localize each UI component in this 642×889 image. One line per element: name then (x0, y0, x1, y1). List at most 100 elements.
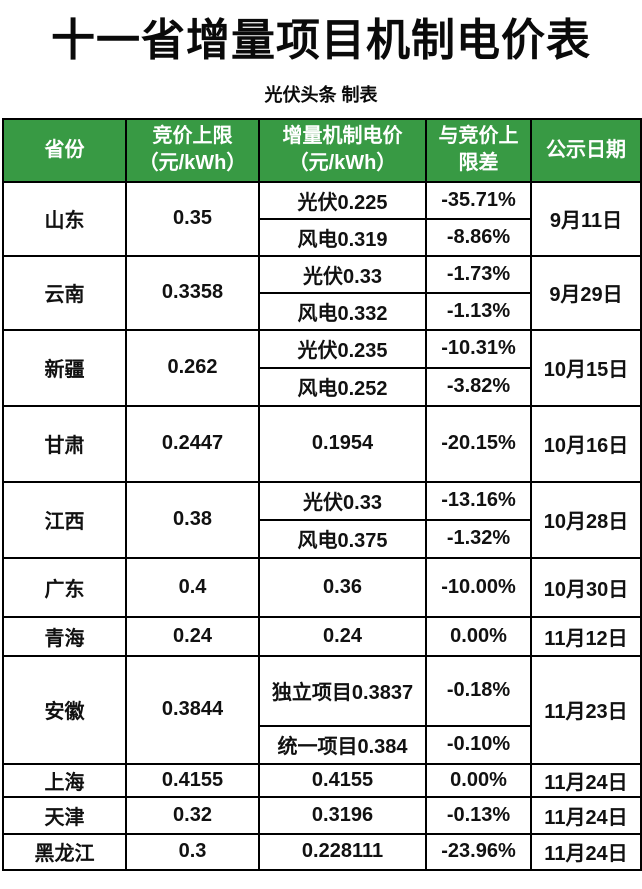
table-row: 云南 0.3358 光伏0.33 -1.73% 9月29日 (2, 254, 642, 331)
cell-publish-date: 10月28日 (530, 480, 642, 559)
cell-bid-cap: 0.4 (125, 556, 260, 618)
cell-bid-cap: 0.24 (125, 615, 260, 657)
cell-cap-diff: -8.86% (425, 217, 532, 257)
cell-mechanism-price: 风电0.252 (258, 366, 427, 407)
subtitle-credit: 光伏头条 制表 (264, 84, 378, 105)
table-row: 山东 0.35 光伏0.225 -35.71% 9月11日 (2, 180, 642, 257)
table-row: 青海 0.24 0.24 0.00% 11月12日 (2, 615, 642, 657)
header-line: 与竞价上 (438, 125, 519, 148)
cell-mechanism-price: 风电0.332 (258, 291, 427, 331)
header-row: 省份 竞价上限 （元/kWh） 增量机制电价 （元/kWh） 与竞价上 限差 公… (2, 117, 642, 183)
table-row: 风电0.319 -8.86% (3, 217, 641, 257)
table-row: 广东 0.4 0.36 -10.00% 10月30日 (2, 556, 642, 618)
cell-mechanism-price: 独立项目0.3837 (258, 654, 427, 727)
column-header-cap-diff: 与竞价上 限差 (425, 117, 532, 183)
cell-cap-diff: 0.00% (425, 615, 532, 657)
table-body: 山东 0.35 光伏0.225 -35.71% 9月11日 风电0.319 -8… (2, 180, 642, 871)
table-row: 甘肃 0.2447 0.1954 -20.15% 10月16日 (2, 404, 642, 483)
cell-mechanism-price: 风电0.375 (258, 518, 427, 559)
cell-cap-diff: -3.82% (425, 366, 532, 407)
cell-mechanism-price: 0.36 (258, 556, 427, 618)
cell-bid-cap: 0.3358 (125, 254, 260, 331)
table-row: 统一项目0.384 -0.10% (3, 724, 641, 765)
table-row: 黑龙江 0.3 0.228111 -23.96% 11月24日 (2, 832, 642, 871)
cell-mechanism-price: 统一项目0.384 (258, 724, 427, 765)
cell-mechanism-price: 0.24 (258, 615, 427, 657)
table-row: 风电0.252 -3.82% (3, 366, 641, 407)
cell-cap-diff: -20.15% (425, 404, 532, 483)
table-row: 风电0.375 -1.32% (3, 518, 641, 559)
cell-mechanism-price: 0.1954 (258, 404, 427, 483)
cell-province: 江西 (2, 480, 127, 559)
cell-cap-diff: -1.13% (425, 291, 532, 331)
cell-province: 甘肃 (2, 404, 127, 483)
cell-bid-cap: 0.38 (125, 480, 260, 559)
cell-bid-cap: 0.2447 (125, 404, 260, 483)
cell-bid-cap: 0.4155 (125, 762, 260, 798)
cell-province: 云南 (2, 254, 127, 331)
header-line: （元/kWh） (288, 152, 397, 175)
cell-cap-diff: -35.71% (425, 180, 532, 220)
cell-province: 安徽 (2, 654, 127, 765)
cell-mechanism-price: 0.3196 (258, 795, 427, 835)
cell-cap-diff: 0.00% (425, 762, 532, 798)
table-row: 新疆 0.262 光伏0.235 -10.31% 10月15日 (2, 328, 642, 407)
cell-publish-date: 11月24日 (530, 762, 642, 798)
price-table: 省份 竞价上限 （元/kWh） 增量机制电价 （元/kWh） 与竞价上 限差 公… (2, 117, 642, 871)
cell-publish-date: 11月24日 (530, 795, 642, 835)
cell-publish-date: 10月30日 (530, 556, 642, 618)
column-header-publish-date: 公示日期 (530, 117, 642, 183)
cell-province: 天津 (2, 795, 127, 835)
cell-bid-cap: 0.3 (125, 832, 260, 871)
cell-publish-date: 9月29日 (530, 254, 642, 331)
cell-publish-date: 11月24日 (530, 832, 642, 871)
cell-cap-diff: -0.10% (425, 724, 532, 765)
title-block: 十一省增量项目机制电价表 光伏头条 制表 (0, 0, 642, 107)
cell-bid-cap: 0.262 (125, 328, 260, 407)
table-header: 省份 竞价上限 （元/kWh） 增量机制电价 （元/kWh） 与竞价上 限差 公… (2, 117, 642, 183)
cell-publish-date: 11月12日 (530, 615, 642, 657)
cell-cap-diff: -10.31% (425, 328, 532, 369)
cell-bid-cap: 0.32 (125, 795, 260, 835)
cell-cap-diff: -23.96% (425, 832, 532, 871)
cell-mechanism-price: 光伏0.33 (258, 480, 427, 521)
header-line: 限差 (458, 152, 499, 175)
cell-province: 广东 (2, 556, 127, 618)
column-header-mechanism-price: 增量机制电价 （元/kWh） (258, 117, 427, 183)
cell-province: 新疆 (2, 328, 127, 407)
table-row: 风电0.332 -1.13% (3, 291, 641, 331)
cell-province: 青海 (2, 615, 127, 657)
column-header-bid-cap: 竞价上限 （元/kWh） (125, 117, 260, 183)
cell-cap-diff: -0.18% (425, 654, 532, 727)
cell-province: 黑龙江 (2, 832, 127, 871)
cell-mechanism-price: 光伏0.225 (258, 180, 427, 220)
cell-bid-cap: 0.3844 (125, 654, 260, 765)
cell-province: 山东 (2, 180, 127, 257)
cell-cap-diff: -1.32% (425, 518, 532, 559)
column-header-province: 省份 (2, 117, 127, 183)
cell-bid-cap: 0.35 (125, 180, 260, 257)
cell-publish-date: 10月16日 (530, 404, 642, 483)
table-row: 安徽 0.3844 独立项目0.3837 -0.18% 11月23日 (2, 654, 642, 765)
cell-mechanism-price: 光伏0.33 (258, 254, 427, 294)
cell-cap-diff: -1.73% (425, 254, 532, 294)
header-line: （元/kWh） (138, 152, 247, 175)
table-row: 上海 0.4155 0.4155 0.00% 11月24日 (2, 762, 642, 798)
cell-cap-diff: -0.13% (425, 795, 532, 835)
cell-mechanism-price: 风电0.319 (258, 217, 427, 257)
table-row: 天津 0.32 0.3196 -0.13% 11月24日 (2, 795, 642, 835)
page-title: 十一省增量项目机制电价表 (51, 16, 591, 65)
header-line: 增量机制电价 (282, 125, 403, 148)
cell-cap-diff: -10.00% (425, 556, 532, 618)
cell-mechanism-price: 0.4155 (258, 762, 427, 798)
table-row: 江西 0.38 光伏0.33 -13.16% 10月28日 (2, 480, 642, 559)
cell-publish-date: 11月23日 (530, 654, 642, 765)
cell-mechanism-price: 光伏0.235 (258, 328, 427, 369)
cell-cap-diff: -13.16% (425, 480, 532, 521)
cell-mechanism-price: 0.228111 (258, 832, 427, 871)
cell-publish-date: 10月15日 (530, 328, 642, 407)
cell-province: 上海 (2, 762, 127, 798)
header-line: 竞价上限 (152, 125, 233, 148)
cell-publish-date: 9月11日 (530, 180, 642, 257)
